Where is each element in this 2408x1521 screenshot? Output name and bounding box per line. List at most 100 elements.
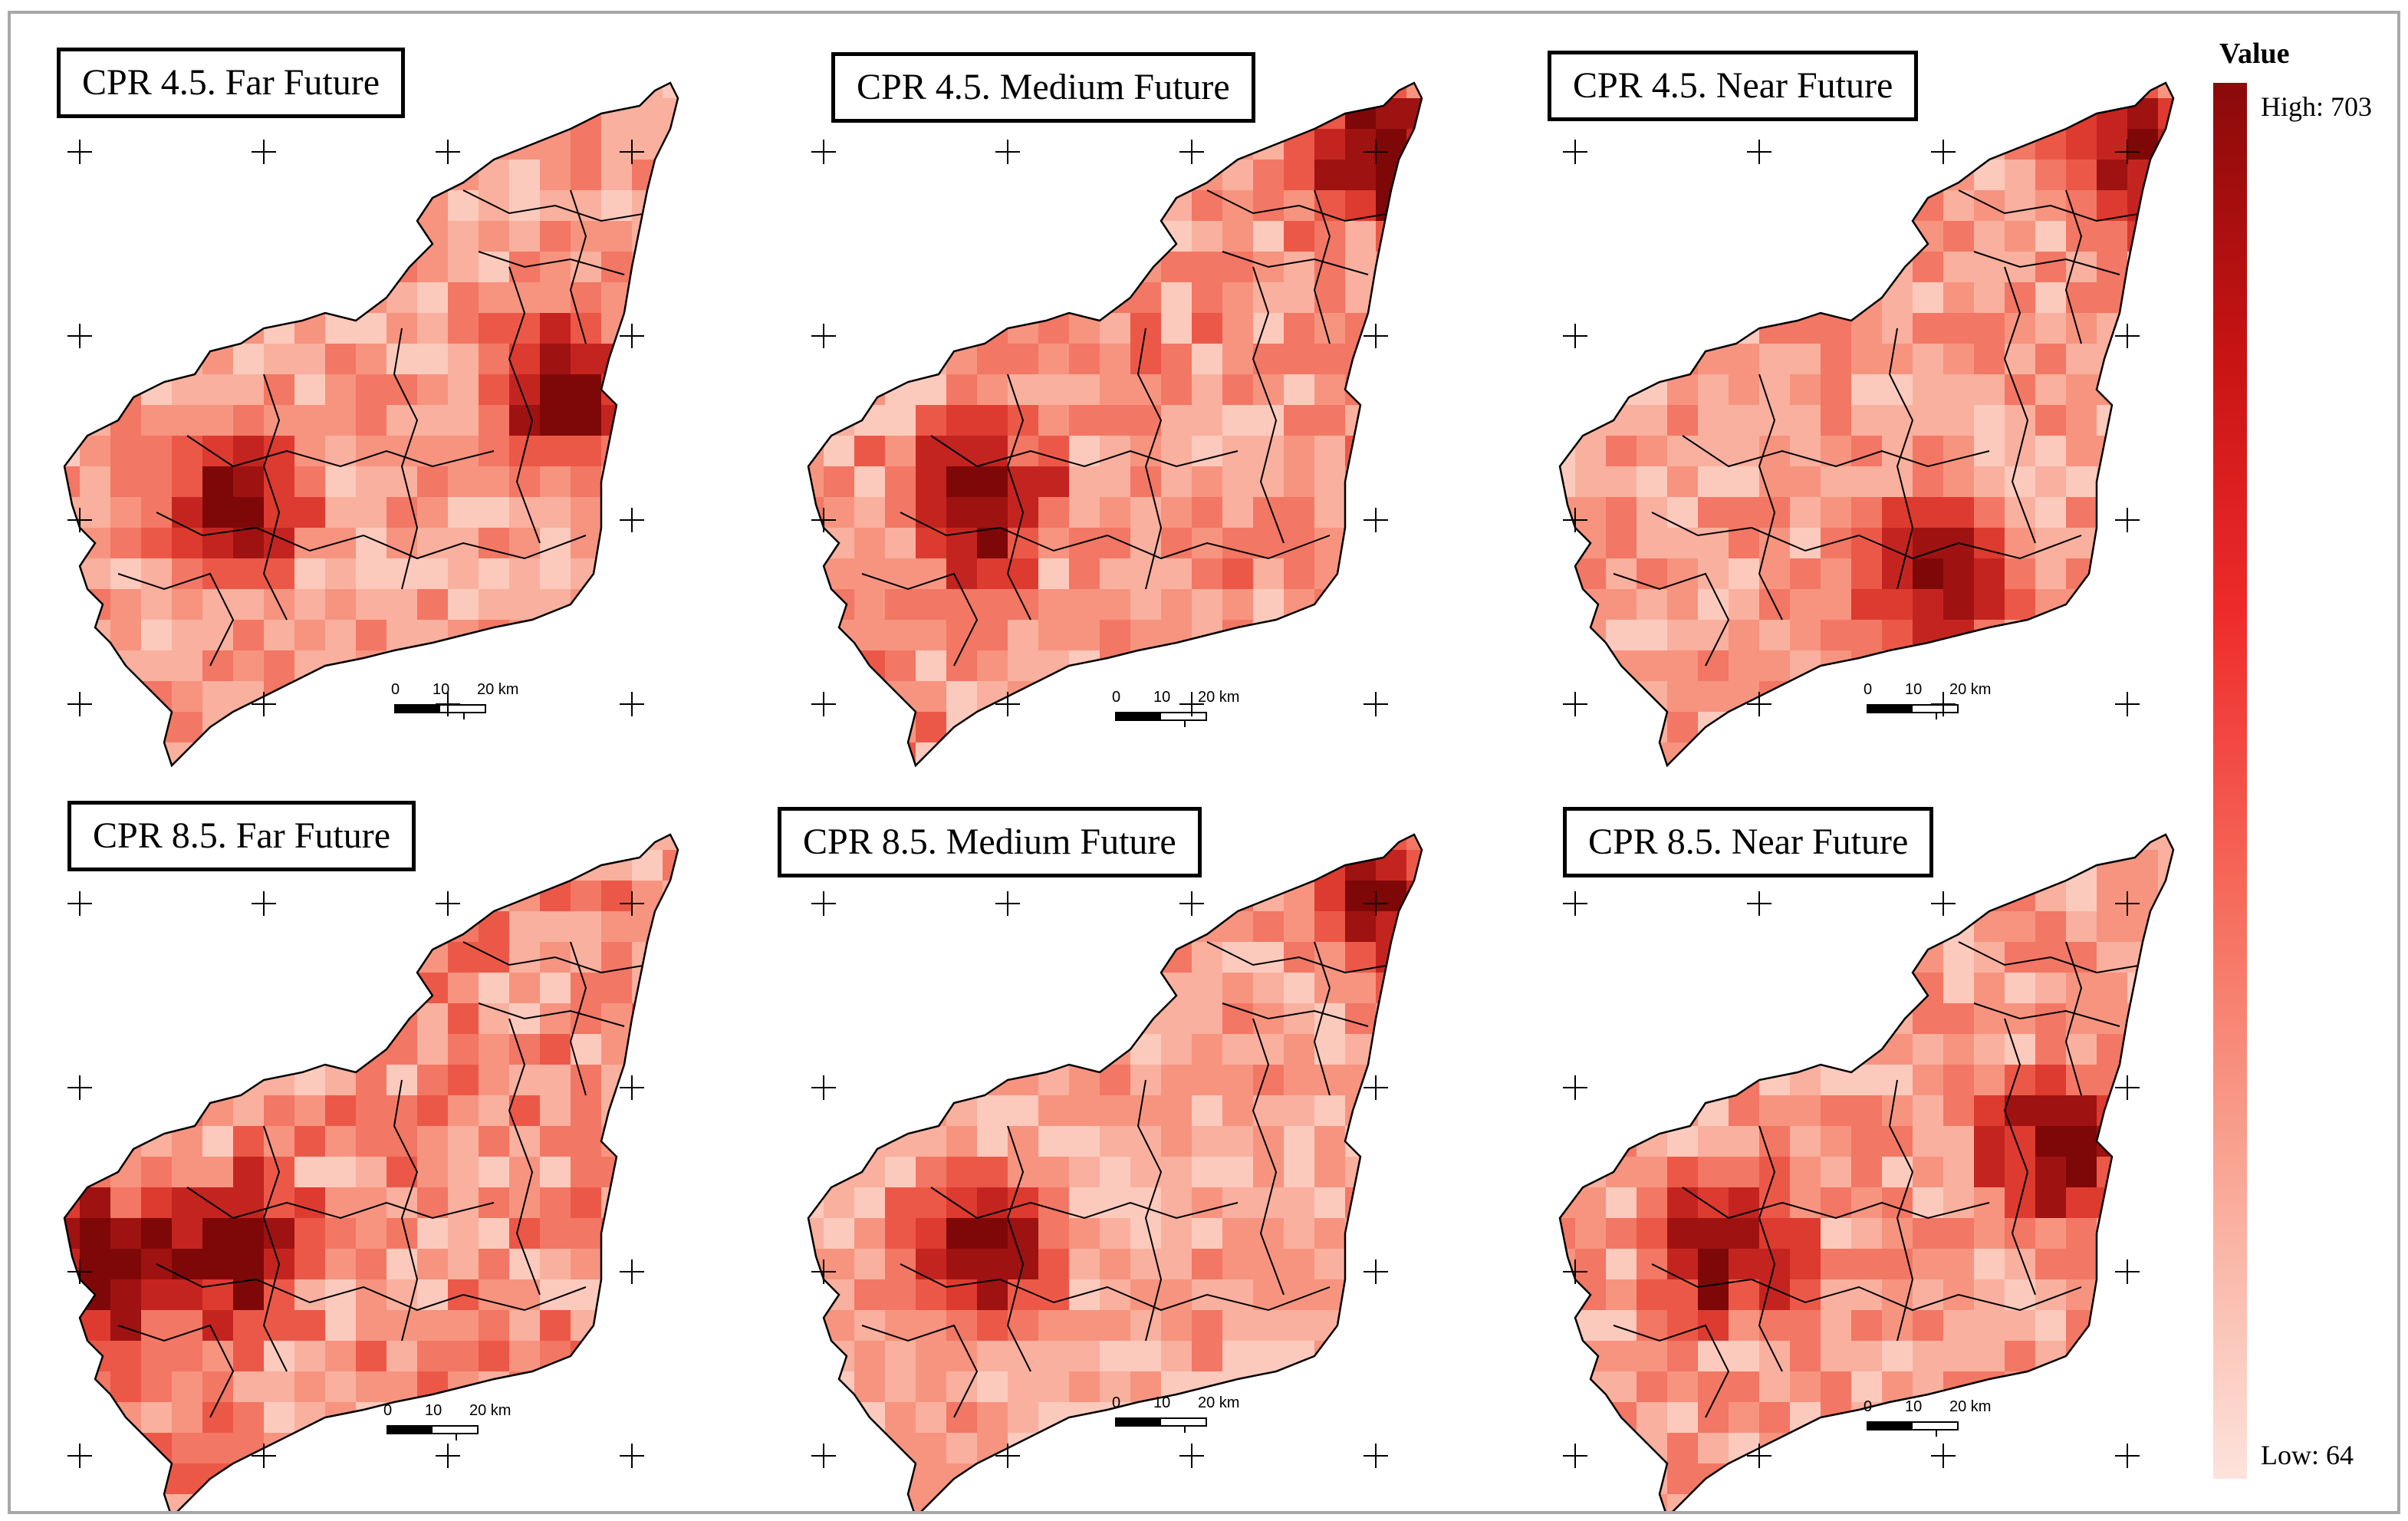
- raster-cell: [356, 1310, 387, 1341]
- raster-cell: [977, 1095, 1008, 1126]
- legend-low-label: Low: 64: [2261, 1440, 2354, 1470]
- raster-cell: [294, 528, 325, 558]
- raster-cell: [1882, 160, 1913, 190]
- raster-cell: [1575, 466, 1606, 497]
- raster-cell: [1222, 221, 1253, 252]
- graticule-cross: [1563, 1075, 1587, 1100]
- raster-cell: [916, 1034, 946, 1065]
- raster-cell: [1821, 1341, 1851, 1371]
- raster-cell: [916, 405, 946, 436]
- raster-cell: [479, 405, 509, 436]
- raster-cell: [1222, 374, 1253, 405]
- raster-cell: [2066, 681, 2097, 712]
- raster-cell: [1790, 1433, 1821, 1463]
- raster-cell: [1943, 1003, 1974, 1034]
- raster-cell: [264, 1095, 294, 1126]
- district-boundary: [1758, 374, 1783, 621]
- raster-cell: [1729, 650, 1759, 681]
- raster-cell: [1759, 160, 1790, 190]
- raster-cell: [1943, 742, 1974, 765]
- raster-cell: [325, 221, 356, 252]
- raster-cell: [916, 221, 946, 252]
- raster-cell: [325, 620, 356, 650]
- raster-cell: [2127, 83, 2158, 98]
- raster-cell: [1192, 558, 1222, 589]
- raster-cell: [977, 742, 1008, 765]
- raster-cell: [1575, 129, 1606, 160]
- raster-cell: [1560, 528, 1575, 558]
- raster-cell: [1222, 405, 1253, 436]
- raster-cell: [1038, 911, 1069, 942]
- raster-cell: [946, 1034, 977, 1065]
- raster-cell: [294, 881, 325, 911]
- raster-cell: [1253, 681, 1284, 712]
- raster-cell: [1038, 528, 1069, 558]
- raster-cell: [172, 681, 202, 712]
- district-boundary: [1651, 1263, 2082, 1312]
- raster-cell: [1560, 282, 1575, 313]
- raster-cell: [977, 252, 1008, 282]
- raster-cell: [1406, 528, 1422, 558]
- raster-cell: [916, 973, 946, 1003]
- raster-cell: [1974, 497, 2005, 528]
- raster-cell: [540, 98, 571, 129]
- district-boundary: [1222, 1002, 1369, 1027]
- raster-cell: [1575, 1187, 1606, 1218]
- raster-cell: [1345, 497, 1376, 528]
- raster-cell: [946, 160, 977, 190]
- raster-cell: [325, 881, 356, 911]
- raster-cell: [1192, 374, 1222, 405]
- raster-cell: [540, 1249, 571, 1279]
- raster-cell: [1314, 881, 1345, 911]
- raster-cell: [1790, 190, 1821, 221]
- raster-cell: [1790, 528, 1821, 558]
- graticule-cross: [252, 140, 276, 164]
- raster-cell: [2097, 1433, 2127, 1463]
- raster-cell: [264, 712, 294, 742]
- raster-cell: [448, 1310, 479, 1341]
- raster-cell: [1667, 252, 1698, 282]
- raster-cell: [1406, 1433, 1422, 1463]
- raster-cell: [571, 466, 601, 497]
- raster-cell: [1130, 190, 1161, 221]
- raster-cell: [1637, 405, 1667, 436]
- raster-cell: [977, 1034, 1008, 1065]
- raster-cell: [110, 129, 141, 160]
- raster-cell: [1345, 1310, 1376, 1341]
- raster-cell: [1008, 190, 1038, 221]
- raster-cell: [1821, 589, 1851, 620]
- raster-cell: [632, 98, 663, 129]
- raster-cell: [2035, 1126, 2066, 1157]
- raster-cell: [64, 650, 80, 681]
- raster-cell: [2066, 742, 2097, 765]
- raster-cell: [1913, 1126, 1943, 1157]
- raster-cell: [916, 942, 946, 973]
- scale-label-0: 0: [391, 681, 400, 698]
- raster-cell: [1038, 344, 1069, 374]
- raster-cell: [1790, 160, 1821, 190]
- raster-cell: [387, 497, 417, 528]
- raster-cell: [663, 190, 678, 221]
- raster-cell: [1729, 742, 1759, 765]
- raster-cell: [1560, 1003, 1575, 1034]
- raster-cell: [632, 1187, 663, 1218]
- raster-cell: [1913, 942, 1943, 973]
- raster-cell: [2066, 1095, 2097, 1126]
- raster-cell: [946, 1065, 977, 1095]
- raster-cell: [824, 1494, 854, 1511]
- raster-cell: [1008, 1433, 1038, 1463]
- raster-cell: [946, 129, 977, 160]
- raster-cell: [1698, 620, 1729, 650]
- raster-cell: [1100, 1095, 1130, 1126]
- raster-cell: [2005, 911, 2035, 942]
- raster-cell: [509, 160, 540, 190]
- raster-cell: [1851, 252, 1882, 282]
- raster-cell: [1345, 374, 1376, 405]
- raster-cell: [264, 221, 294, 252]
- raster-cell: [632, 1494, 663, 1511]
- raster-cell: [916, 466, 946, 497]
- raster-cell: [2035, 1402, 2066, 1433]
- raster-cell: [1222, 466, 1253, 497]
- raster-cell: [64, 742, 80, 765]
- raster-cell: [663, 221, 678, 252]
